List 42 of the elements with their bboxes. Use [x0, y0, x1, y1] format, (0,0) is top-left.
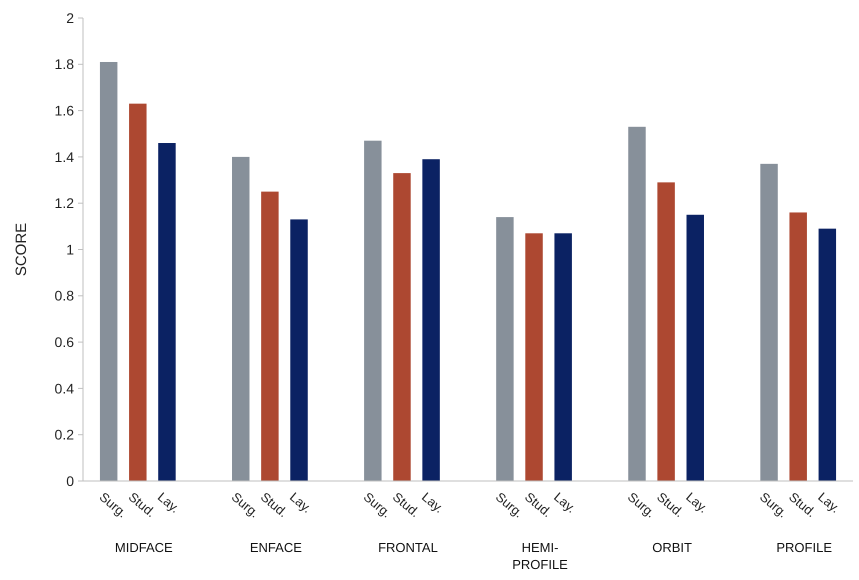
text: Lay. [154, 489, 183, 516]
bar [525, 233, 543, 481]
bar [393, 173, 411, 481]
bar [554, 233, 572, 481]
bar [261, 192, 279, 481]
text: Lay. [683, 489, 711, 516]
bar [158, 143, 176, 481]
y-tick-label: 1.4 [54, 148, 74, 165]
y-tick-label: 1.6 [54, 102, 74, 118]
bar [818, 228, 836, 481]
y-tick-label: 2 [66, 10, 74, 26]
bar [232, 156, 250, 481]
text: Lay. [286, 489, 315, 516]
x-tick-label: ORBIT [652, 540, 692, 555]
bar [686, 214, 704, 481]
bar [100, 62, 118, 481]
bar [422, 159, 440, 481]
bar [628, 126, 646, 481]
y-tick-label: 1.2 [54, 195, 74, 212]
bar [129, 104, 147, 481]
y-tick-label: 1 [66, 241, 74, 258]
text: Lay. [551, 489, 579, 516]
bar [364, 140, 382, 481]
x-tick-label: HEMI-PROFILE [512, 540, 568, 572]
bar [496, 217, 514, 481]
text: Lay. [419, 489, 447, 516]
y-tick-label: 0.4 [54, 380, 74, 396]
y-tick-label: 1.8 [54, 56, 74, 72]
bar [789, 212, 807, 481]
y-tick-label: 0.8 [54, 288, 74, 304]
bar [760, 164, 778, 481]
y-tick-label: 0.6 [54, 334, 74, 350]
bar [657, 182, 675, 481]
x-tick-label: MIDFACE [114, 540, 174, 555]
y-tick-label: 0 [66, 472, 74, 489]
x-tick-label: ENFACE [250, 540, 302, 555]
y-tick-label: 0.2 [54, 426, 74, 443]
text: Lay. [815, 489, 843, 516]
bar [290, 219, 308, 481]
x-tick-label: PROFILE [776, 540, 832, 555]
y-axis-title: SCORE [13, 222, 30, 276]
x-tick-label: FRONTAL [378, 540, 438, 555]
